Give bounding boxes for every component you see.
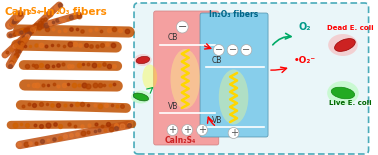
Text: Dead E. coli: Dead E. coli xyxy=(327,25,373,31)
Text: CaIn: CaIn xyxy=(5,7,31,17)
Text: −: − xyxy=(215,45,223,55)
Text: −: − xyxy=(178,22,187,32)
Circle shape xyxy=(177,21,188,33)
Ellipse shape xyxy=(331,87,355,99)
Text: −: − xyxy=(229,45,237,55)
Ellipse shape xyxy=(143,64,157,89)
Text: –In: –In xyxy=(39,7,55,17)
Ellipse shape xyxy=(170,49,200,109)
Circle shape xyxy=(167,124,178,135)
Ellipse shape xyxy=(131,91,151,104)
Text: •O₂⁻: •O₂⁻ xyxy=(294,56,316,65)
Text: +: + xyxy=(229,128,237,138)
Text: +: + xyxy=(169,125,177,135)
Text: CB: CB xyxy=(167,33,178,42)
Ellipse shape xyxy=(133,93,149,101)
Circle shape xyxy=(197,124,208,135)
Ellipse shape xyxy=(328,34,358,56)
Ellipse shape xyxy=(136,56,150,64)
Text: VB: VB xyxy=(167,102,178,111)
Text: In₂O₃ fibers: In₂O₃ fibers xyxy=(209,10,258,19)
Text: VB: VB xyxy=(212,116,222,125)
Ellipse shape xyxy=(219,69,248,124)
FancyBboxPatch shape xyxy=(134,3,369,154)
Ellipse shape xyxy=(335,39,355,51)
Ellipse shape xyxy=(134,54,152,66)
Text: ₂S₄: ₂S₄ xyxy=(28,7,41,16)
Text: Live E. coli: Live E. coli xyxy=(328,100,371,106)
Text: CaIn₂S₄: CaIn₂S₄ xyxy=(165,136,196,145)
Ellipse shape xyxy=(327,81,359,105)
Text: O₂: O₂ xyxy=(299,22,311,32)
FancyBboxPatch shape xyxy=(154,11,219,145)
Circle shape xyxy=(182,124,193,135)
Text: fibers: fibers xyxy=(69,7,107,17)
FancyBboxPatch shape xyxy=(200,13,268,137)
Text: ₂O₃: ₂O₃ xyxy=(55,7,70,16)
Circle shape xyxy=(241,44,252,55)
Text: +: + xyxy=(183,125,191,135)
Circle shape xyxy=(228,128,239,139)
Text: +: + xyxy=(198,125,206,135)
Circle shape xyxy=(227,44,238,55)
Circle shape xyxy=(213,44,224,55)
Text: CB: CB xyxy=(212,56,222,65)
Text: −: − xyxy=(242,45,251,55)
